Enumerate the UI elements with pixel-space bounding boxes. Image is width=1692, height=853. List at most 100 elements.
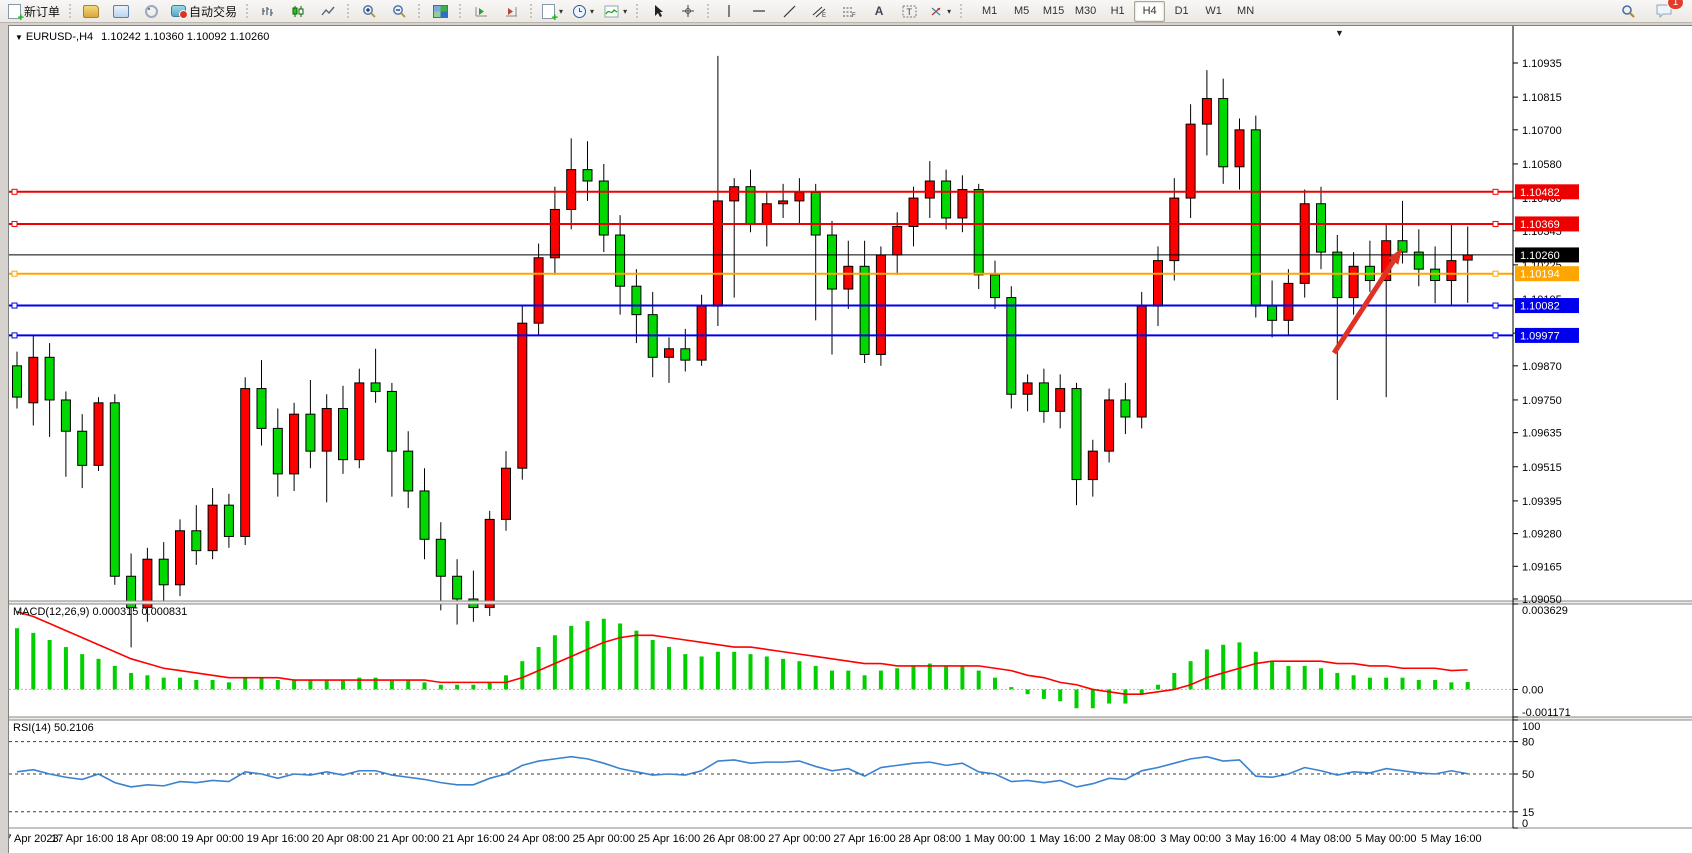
zoom-in-icon [362, 4, 377, 18]
svg-text:▼: ▼ [1335, 28, 1344, 38]
svg-text:17 Apr 2023: 17 Apr 2023 [9, 833, 59, 845]
zoom-in-button[interactable] [355, 0, 383, 22]
candlestick-mode-button[interactable] [284, 0, 312, 22]
timeframe-m1-button[interactable]: M1 [981, 5, 998, 17]
tile-windows-icon [432, 4, 448, 18]
label-tool-button[interactable]: T [895, 0, 923, 22]
timeframe-h1-button[interactable]: H1 [1110, 5, 1125, 17]
tile-windows-button[interactable] [426, 0, 454, 22]
indicators-button[interactable]: ▾ [600, 0, 631, 22]
chart-shift-icon [504, 5, 518, 18]
profiles-button[interactable]: ▾ [569, 0, 598, 22]
svg-text:T: T [906, 7, 912, 17]
line-chart-mode-button[interactable] [314, 0, 342, 22]
signals-button[interactable] [137, 0, 165, 22]
channel-tool-button[interactable]: E [805, 0, 833, 22]
toolbar-separator [244, 2, 252, 20]
svg-text:1.09515: 1.09515 [1522, 462, 1562, 474]
toolbar-separator [345, 2, 353, 20]
cursor-tool-button[interactable] [644, 0, 672, 22]
chevron-down-icon: ▾ [590, 6, 595, 16]
timeframe-m15-button[interactable]: M15 [1042, 5, 1065, 17]
trendline-tool-button[interactable] [775, 0, 803, 22]
svg-text:1 May 00:00: 1 May 00:00 [965, 833, 1026, 845]
up-arrow-annotation [1388, 248, 1402, 265]
svg-text:1.09050: 1.09050 [1522, 594, 1562, 606]
line-chart-mode-icon [321, 5, 335, 18]
auto-scroll-button[interactable] [467, 0, 495, 22]
symbol-timeframe: EURUSD-,H4 [25, 31, 94, 43]
ohlc-readout: 1.10242 1.10360 1.10092 1.10260 [101, 31, 270, 43]
svg-text:5 May 16:00: 5 May 16:00 [1421, 833, 1482, 845]
svg-text:F: F [852, 13, 856, 18]
charts-button[interactable] [77, 0, 105, 22]
auto-trading-button[interactable]: 自动交易 [167, 0, 241, 22]
shapes-menu-button[interactable]: ▾ [925, 0, 955, 22]
horizontal-line-tool-icon [752, 6, 766, 16]
svg-text:1.10194: 1.10194 [1520, 269, 1560, 281]
notification-badge: 1 [1667, 0, 1684, 10]
timeframe-toolbar: M1 M5 M15 M30 H1 H4 D1 W1 MN [974, 0, 1261, 22]
toolbar-separator [457, 2, 465, 20]
zoom-out-icon [392, 4, 407, 18]
crosshair-tool-button[interactable] [674, 0, 702, 22]
chevron-down-icon: ▾ [947, 6, 952, 16]
svg-text:26 Apr 08:00: 26 Apr 08:00 [703, 833, 765, 845]
svg-text:100: 100 [1522, 721, 1540, 733]
svg-text:1.09165: 1.09165 [1522, 561, 1562, 573]
chevron-down-icon: ▾ [623, 6, 628, 16]
horizontal-line-tool-button[interactable] [745, 0, 773, 22]
toolbar-separator [634, 2, 642, 20]
svg-text:1 May 16:00: 1 May 16:00 [1030, 833, 1091, 845]
shapes-menu-icon [929, 5, 943, 18]
svg-text:3 May 16:00: 3 May 16:00 [1226, 833, 1287, 845]
notifications-button[interactable]: 1 [1650, 0, 1684, 22]
chart-canvas[interactable]: 1.109351.108151.107001.105801.104601.103… [9, 26, 1692, 853]
svg-text:3 May 00:00: 3 May 00:00 [1160, 833, 1221, 845]
svg-text:0: 0 [1522, 818, 1528, 830]
toolbar-separator [67, 2, 75, 20]
vertical-line-tool-button[interactable] [715, 0, 743, 22]
search-button[interactable] [1614, 0, 1642, 22]
svg-text:80: 80 [1522, 737, 1534, 749]
terminal-icon [113, 4, 130, 18]
svg-text:1.09395: 1.09395 [1522, 496, 1562, 508]
timeframe-w1-button[interactable]: W1 [1205, 5, 1222, 17]
chart-window: 1.109351.108151.107001.105801.104601.103… [8, 25, 1692, 853]
text-tool-icon: A [874, 4, 884, 18]
bar-chart-mode-button[interactable] [254, 0, 282, 22]
timeframe-mn-button[interactable]: MN [1237, 5, 1255, 17]
crosshair-tool-icon [681, 4, 695, 18]
timeframe-d1-button[interactable]: D1 [1174, 5, 1189, 17]
candlestick-mode-icon [291, 5, 305, 18]
timeframe-h4-button[interactable]: H4 [1134, 0, 1166, 22]
svg-text:2 May 08:00: 2 May 08:00 [1095, 833, 1156, 845]
new-chart-button[interactable]: + ▾ [538, 0, 567, 23]
zoom-out-button[interactable] [385, 0, 413, 22]
toolbar-separator [416, 2, 424, 20]
svg-text:18 Apr 08:00: 18 Apr 08:00 [116, 833, 178, 845]
fibonacci-tool-button[interactable]: F [835, 0, 863, 22]
new-order-icon: + [8, 3, 24, 23]
collapse-triangle-icon: ▼ [15, 33, 23, 42]
terminal-button[interactable] [107, 0, 135, 22]
svg-text:1.10935: 1.10935 [1522, 58, 1562, 70]
timeframe-m5-button[interactable]: M5 [1013, 5, 1030, 17]
chart-shift-button[interactable] [497, 0, 525, 22]
search-icon [1621, 4, 1635, 18]
new-order-button[interactable]: + 新订单 [4, 0, 64, 23]
svg-text:28 Apr 08:00: 28 Apr 08:00 [899, 833, 961, 845]
timeframe-m30-button[interactable]: M30 [1074, 5, 1097, 17]
svg-text:24 Apr 08:00: 24 Apr 08:00 [507, 833, 569, 845]
auto-trading-icon [171, 5, 189, 19]
svg-text:17 Apr 16:00: 17 Apr 16:00 [51, 833, 113, 845]
svg-text:1.09977: 1.09977 [1520, 330, 1560, 342]
svg-text:50: 50 [1522, 769, 1534, 781]
svg-text:21 Apr 16:00: 21 Apr 16:00 [442, 833, 504, 845]
fibonacci-tool-icon: F [842, 5, 857, 18]
vertical-line-tool-icon [724, 4, 734, 18]
text-tool-button[interactable]: A [865, 0, 893, 22]
svg-text:27 Apr 16:00: 27 Apr 16:00 [833, 833, 895, 845]
auto-scroll-icon [474, 5, 488, 18]
label-tool-icon: T [902, 5, 917, 18]
